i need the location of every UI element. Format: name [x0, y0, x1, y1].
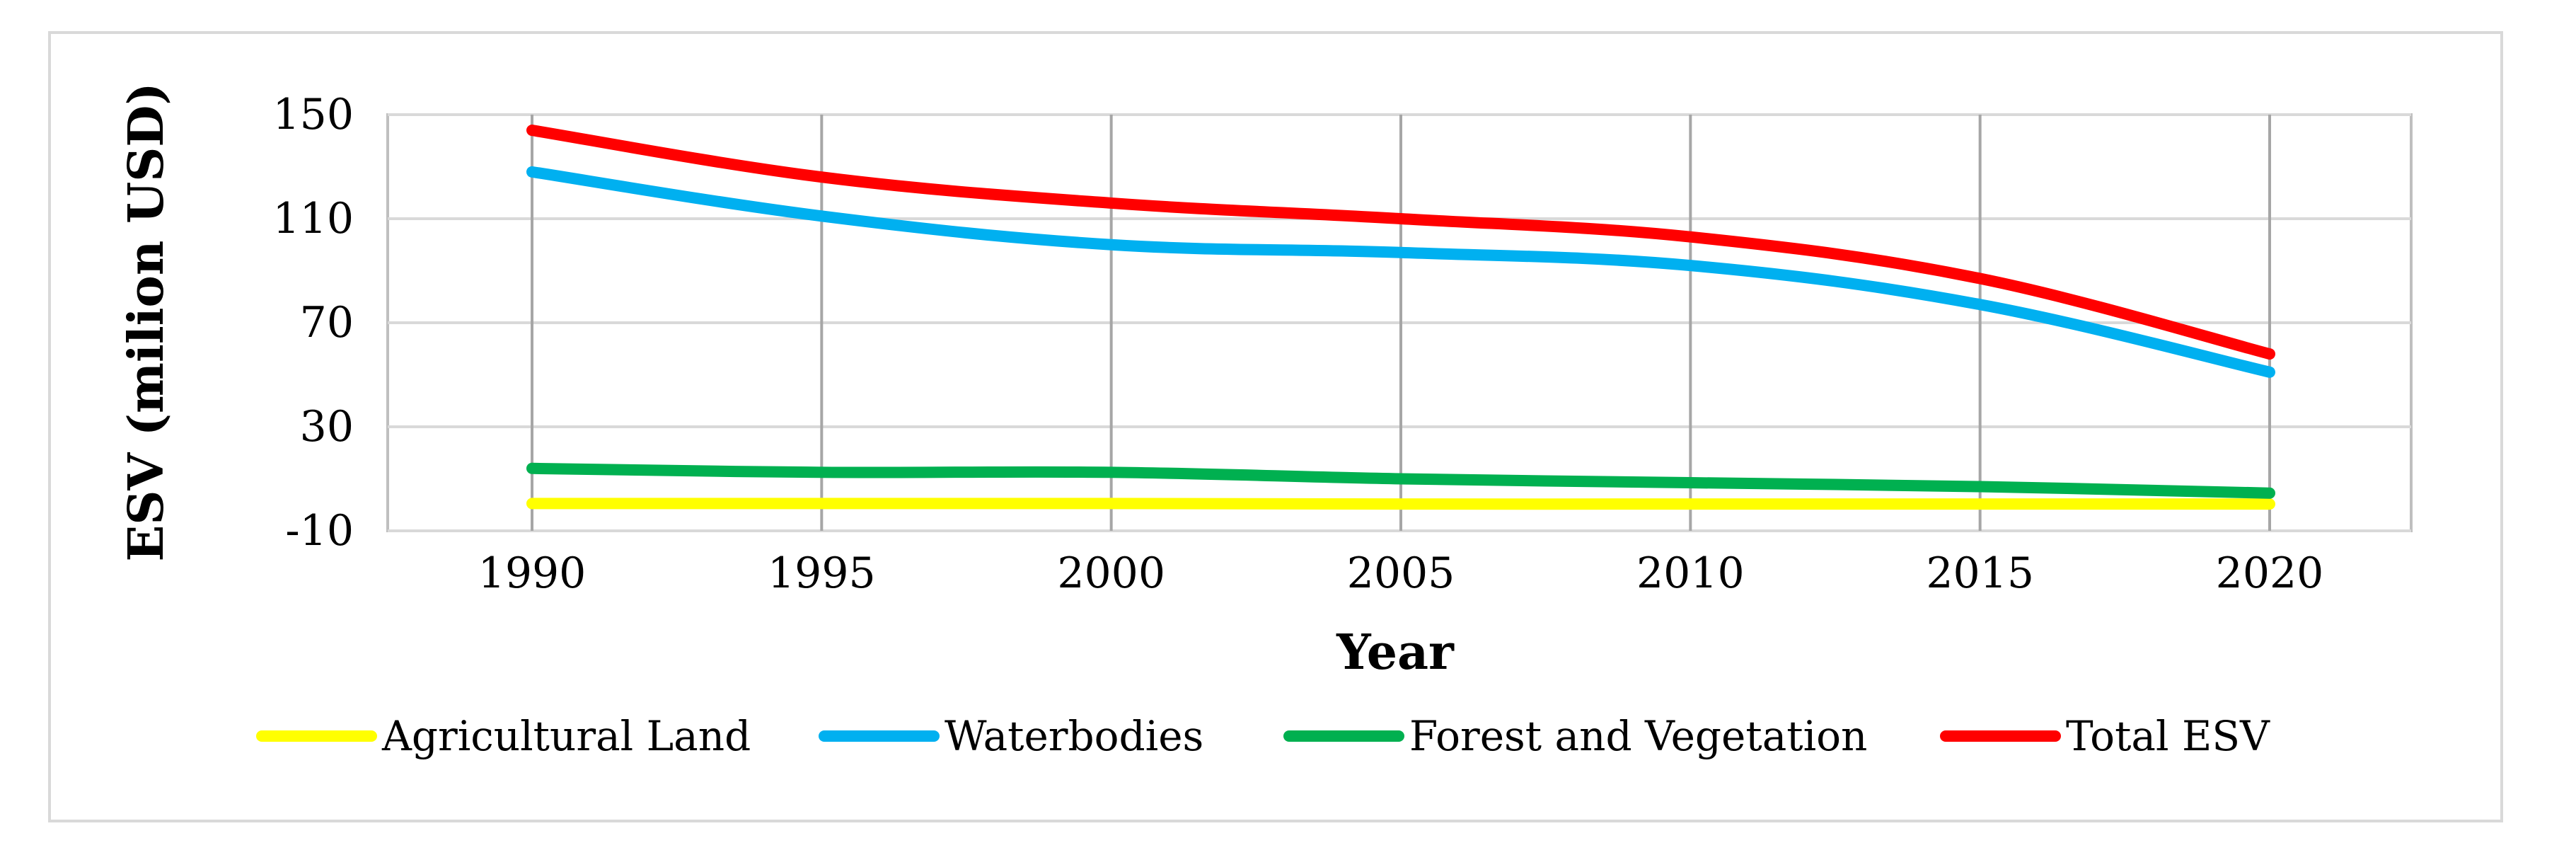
- x-tick-label: 2000: [1057, 549, 1165, 598]
- legend-label: Forest and Vegetation: [1409, 712, 1867, 760]
- series-layer: [526, 125, 2275, 510]
- legend-item: Total ESV: [1940, 712, 2270, 760]
- legend-label: Agricultural Land: [381, 712, 751, 760]
- x-tick-label: 2020: [2216, 549, 2324, 598]
- series-line-forest-and-vegetation: [526, 462, 2275, 499]
- x-tick-label: 2010: [1636, 549, 1745, 598]
- legend: Agricultural Land Waterbodies Forest and V…: [256, 712, 2270, 760]
- y-tick-label: 30: [300, 402, 354, 452]
- legend-item: Waterbodies: [819, 712, 1203, 760]
- legend-item: Forest and Vegetation: [1283, 712, 1867, 760]
- x-tick-label: 1995: [768, 549, 876, 598]
- x-tick-labels: 1990 1995 2000 2005 2010 2015 2020: [478, 549, 2324, 598]
- y-tick-label: 70: [300, 298, 354, 348]
- legend-label: Waterbodies: [945, 712, 1203, 760]
- y-tick-labels: -10 30 70 110 150: [272, 90, 354, 556]
- legend-label: Total ESV: [2066, 712, 2270, 760]
- x-axis-title: Year: [1336, 624, 1455, 681]
- y-axis-title: ESV (milion USD): [118, 82, 175, 561]
- series-line-waterbodies: [526, 166, 2275, 378]
- legend-item: Agricultural Land: [256, 712, 751, 760]
- series-line-total-esv: [526, 125, 2275, 360]
- x-tick-label: 2015: [1926, 549, 2034, 598]
- grid-layer: [386, 113, 2413, 532]
- y-tick-label: 150: [272, 90, 354, 139]
- x-tick-label: 1990: [478, 549, 587, 598]
- y-tick-label: -10: [285, 506, 354, 556]
- series-line-agricultural-land: [526, 498, 2275, 510]
- y-tick-label: 110: [272, 194, 354, 243]
- x-tick-label: 2005: [1347, 549, 1455, 598]
